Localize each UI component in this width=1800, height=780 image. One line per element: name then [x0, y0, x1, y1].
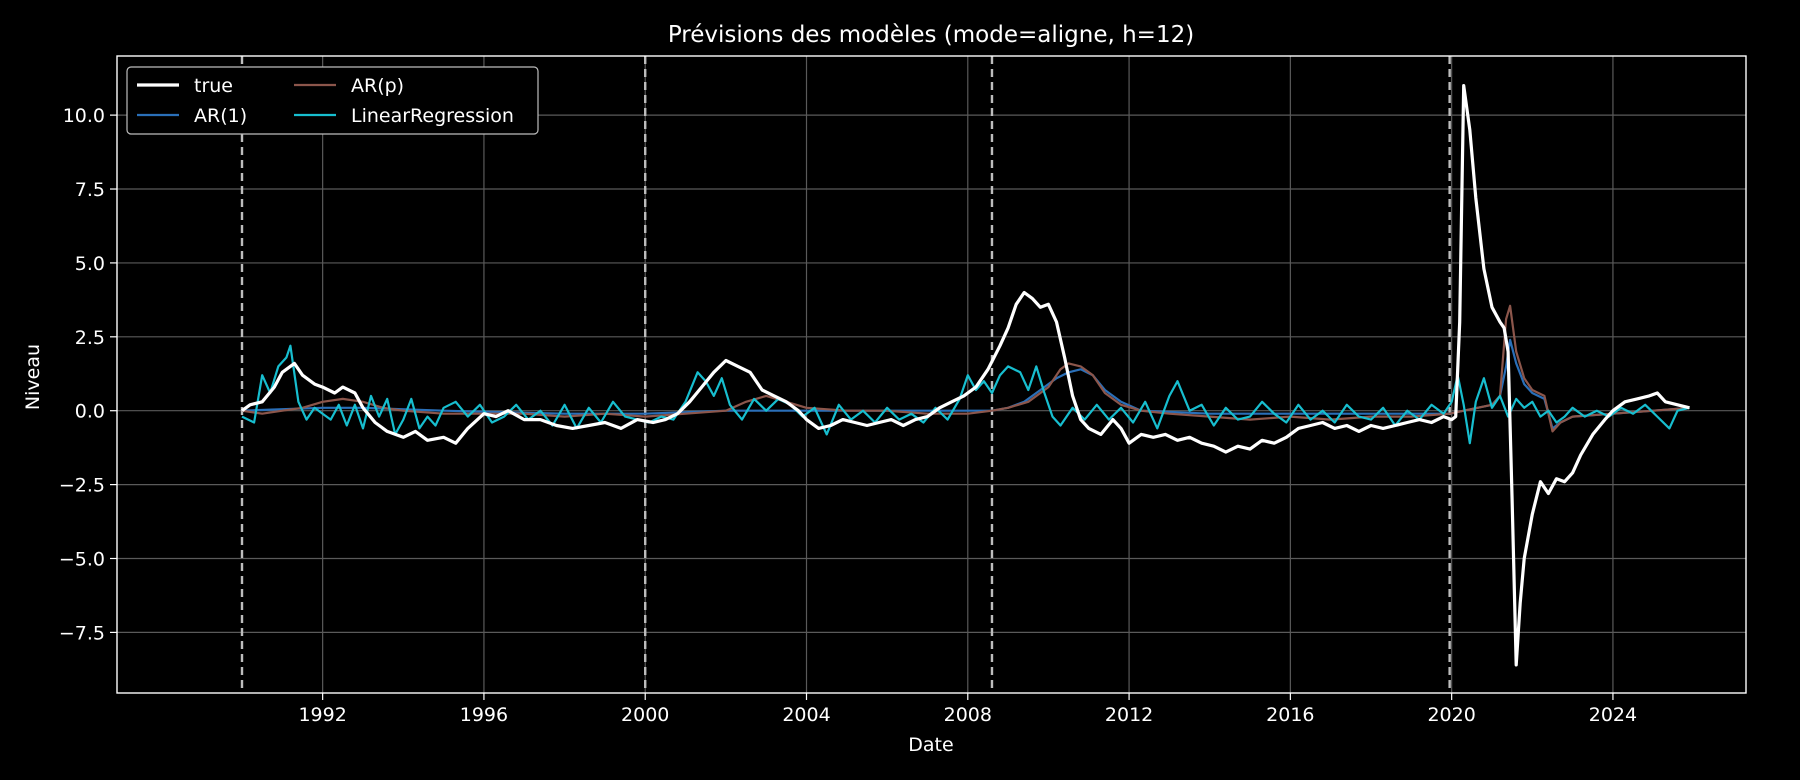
series-lines	[241, 84, 1690, 667]
legend-label: AR(1)	[194, 105, 247, 127]
series-line-ar-1-	[241, 338, 1690, 430]
y-tick-label: −7.5	[59, 622, 105, 644]
legend-label: true	[194, 75, 233, 97]
series-line-linearregression	[241, 344, 1690, 445]
x-axis-label: Date	[908, 734, 953, 756]
plot-frame	[116, 55, 1747, 694]
y-tick-label: 2.5	[75, 327, 105, 349]
y-tick-label: −2.5	[59, 475, 105, 497]
legend-label: AR(p)	[351, 75, 404, 97]
y-tick-label: 0.0	[75, 401, 105, 423]
x-tick-label: 1992	[298, 704, 346, 726]
x-tick-label: 2012	[1105, 704, 1153, 726]
chart-title: Prévisions des modèles (mode=aligne, h=1…	[668, 22, 1194, 48]
series-line-true	[241, 84, 1690, 667]
x-axis-ticks: 1992 1996 2000 2004 2008 2012 2016 2020 2024	[298, 693, 1637, 726]
y-tick-label: −5.0	[59, 549, 105, 571]
x-tick-label: 2000	[621, 704, 669, 726]
legend-label: LinearRegression	[351, 105, 514, 127]
x-tick-label: 2020	[1427, 704, 1475, 726]
y-tick-label: 7.5	[75, 179, 105, 201]
y-axis-label: Niveau	[22, 344, 44, 410]
legend: true AR(1) AR(p) LinearRegression	[126, 66, 539, 135]
y-axis-ticks: −7.5 −5.0 −2.5 0.0 2.5 5.0 7.5 10.0	[59, 105, 117, 644]
x-tick-label: 1996	[460, 704, 508, 726]
y-tick-label: 10.0	[63, 105, 105, 127]
vertical-dashed-lines	[240, 56, 1451, 693]
legend-box	[126, 66, 539, 135]
x-tick-label: 2016	[1266, 704, 1314, 726]
x-tick-label: 2008	[944, 704, 992, 726]
y-tick-label: 5.0	[75, 253, 105, 275]
x-tick-label: 2004	[782, 704, 830, 726]
x-tick-label: 2024	[1589, 704, 1637, 726]
